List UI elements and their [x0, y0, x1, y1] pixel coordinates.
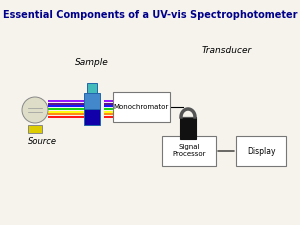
Text: Essential Components of a UV-vis Spectrophotometer: Essential Components of a UV-vis Spectro…: [3, 10, 297, 20]
Text: Transducer: Transducer: [202, 46, 252, 55]
FancyBboxPatch shape: [87, 83, 97, 95]
FancyBboxPatch shape: [84, 109, 100, 125]
FancyBboxPatch shape: [162, 136, 216, 166]
Text: Sample: Sample: [75, 58, 109, 67]
Circle shape: [22, 97, 48, 123]
FancyBboxPatch shape: [180, 117, 196, 139]
Text: Source: Source: [28, 137, 57, 146]
Text: Signal
Processor: Signal Processor: [172, 144, 206, 158]
FancyBboxPatch shape: [84, 93, 100, 110]
FancyBboxPatch shape: [113, 92, 170, 122]
FancyBboxPatch shape: [28, 125, 42, 133]
Text: Monochromator: Monochromator: [114, 104, 169, 110]
FancyBboxPatch shape: [236, 136, 286, 166]
Text: Display: Display: [247, 146, 275, 155]
